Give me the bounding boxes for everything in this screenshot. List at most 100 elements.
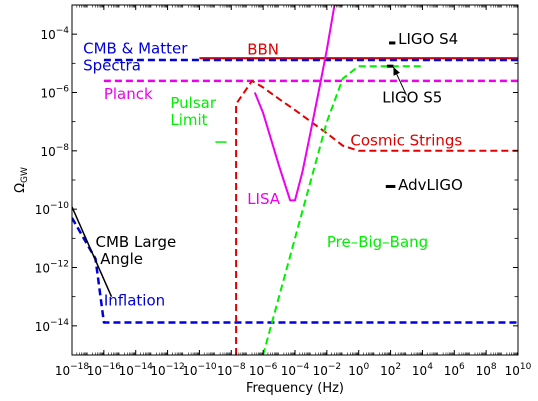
x-tick-label-exponent: 8 (491, 362, 497, 372)
y-tick-label: 10−12 (35, 260, 69, 276)
x-tick-label-base: 10 (217, 364, 232, 378)
annotation-pulsar-limit-line: Pulsar (170, 94, 216, 112)
x-tick-label-base: 10 (505, 364, 520, 378)
x-tick-label-base: 10 (55, 364, 70, 378)
x-tick-label-exponent: −18 (70, 362, 89, 372)
x-tick-label: 104 (412, 362, 433, 378)
series-pre-big-bang-line (262, 65, 423, 355)
x-tick-label-base: 10 (380, 364, 395, 378)
x-tick-label: 10−4 (281, 362, 310, 378)
x-tick-label-exponent: −8 (232, 362, 246, 372)
x-tick-label: 10−18 (55, 362, 90, 378)
x-tick-label-exponent: 6 (459, 362, 465, 372)
x-tick-label-base: 10 (348, 364, 363, 378)
x-tick-label-exponent: −2 (328, 362, 341, 372)
x-tick-label-base: 10 (119, 364, 134, 378)
y-tick-label: 10−14 (35, 318, 70, 334)
annotation-ligo-s5: LIGO S5 (382, 89, 442, 107)
x-tick-label: 10−10 (182, 362, 217, 378)
x-tick-label: 108 (476, 362, 497, 378)
x-tick-label-base: 10 (281, 364, 296, 378)
segment-layer (215, 41, 396, 188)
x-tick-label-exponent: −6 (264, 362, 278, 372)
x-tick-label-exponent: −14 (134, 362, 153, 372)
annotation-cosmic-strings: Cosmic Strings (350, 132, 462, 150)
annotation-cmb-large-angle-line: Angle (96, 250, 143, 268)
series-cmb-large-angle-line (72, 206, 113, 298)
y-tick-label-exponent: −6 (56, 85, 70, 95)
x-tick-label: 10−8 (217, 362, 246, 378)
y-axis-label: ΩGW (13, 167, 30, 193)
annotation-lisa-line: LISA (247, 190, 281, 208)
x-tick-label-base: 10 (444, 364, 459, 378)
x-tick-label-exponent: 2 (395, 362, 401, 372)
annotation-cmb-large-angle: CMB Large Angle (96, 233, 177, 268)
y-tick-label: 10−10 (35, 201, 70, 217)
annotation-pre-big-bang-line: Pre–Big–Bang (327, 233, 428, 251)
series-cosmic-strings-line (235, 79, 518, 355)
x-tick-label-base: 10 (150, 364, 165, 378)
x-tick-label: 106 (444, 362, 465, 378)
x-tick-label: 10−6 (249, 362, 278, 378)
arrow-ligo-s5-head (393, 66, 400, 76)
x-tick-label-base: 10 (476, 364, 491, 378)
x-axis-label: Frequency (Hz) (246, 381, 344, 396)
x-tick-label: 102 (380, 362, 401, 378)
x-tick-label-exponent: −16 (102, 362, 121, 372)
x-tick-label-base: 10 (182, 364, 197, 378)
series-layer (72, 5, 518, 355)
y-tick-label-exponent: −14 (50, 318, 69, 328)
series-lisa-line (253, 5, 343, 202)
x-tick-label-exponent: 4 (427, 362, 433, 372)
annotation-planck-line: Planck (104, 85, 153, 103)
annotation-bbn: BBN (247, 41, 279, 59)
annotation-cosmic-strings-line: Cosmic Strings (350, 132, 462, 150)
annotation-inflation: Inflation (104, 291, 165, 309)
x-tick-label: 1010 (505, 362, 532, 378)
y-axis-label-group: ΩGW (13, 167, 30, 193)
annotation-layer: CMB & Matter Spectra BBN Planck LIGO S4 LIGO … (83, 30, 463, 309)
y-tick-label-base: 10 (35, 262, 50, 276)
y-tick-label-exponent: −4 (56, 26, 70, 36)
x-tick-label: 10−16 (87, 362, 122, 378)
x-tick-label-base: 10 (87, 364, 102, 378)
annotation-cmb-matter: CMB & Matter Spectra (83, 39, 188, 74)
annotation-inflation-line: Inflation (104, 291, 165, 309)
annotation-ligo-s5-line: LIGO S5 (382, 89, 442, 107)
y-tick-label-exponent: −10 (50, 201, 69, 211)
annotation-adv-ligo: AdvLIGO (398, 176, 463, 194)
y-axis-label-main: Ω (13, 183, 28, 193)
annotation-lisa: LISA (247, 190, 281, 208)
annotation-pulsar-limit: Pulsar Limit (170, 94, 216, 129)
annotation-pulsar-limit-line: Limit (170, 111, 207, 129)
x-tick-label-exponent: −4 (296, 362, 310, 372)
annotation-cmb-matter-line: CMB & Matter (83, 39, 188, 57)
x-tick-label-base: 10 (313, 364, 328, 378)
x-tick-label-exponent: 0 (363, 362, 369, 372)
x-tick-label: 10−12 (150, 362, 184, 378)
annotation-pre-big-bang: Pre–Big–Bang (327, 233, 428, 251)
y-tick-label: 10−4 (40, 26, 69, 42)
y-tick-label-exponent: −12 (50, 260, 69, 270)
annotation-cmb-matter-line: Spectra (83, 56, 141, 74)
y-tick-label-base: 10 (40, 87, 55, 101)
annotation-ligo-s4-line: LIGO S4 (398, 30, 458, 48)
series-inflation-line (72, 217, 518, 324)
annotation-ligo-s4: LIGO S4 (398, 30, 458, 48)
y-tick-label: 10−8 (40, 143, 69, 159)
x-tick-label-base: 10 (412, 364, 427, 378)
y-axis-label-subscript: GW (20, 167, 30, 183)
x-tick-label-exponent: −10 (198, 362, 217, 372)
x-tick-label: 100 (348, 362, 369, 378)
y-tick-label-base: 10 (35, 320, 50, 334)
x-tick-label-base: 10 (249, 364, 264, 378)
x-tick-label: 10−2 (313, 362, 342, 378)
annotation-cmb-large-angle-line: CMB Large (96, 233, 177, 251)
y-tick-label: 10−6 (40, 85, 69, 101)
y-tick-label-base: 10 (40, 145, 55, 159)
x-tick-label: 10−14 (119, 362, 154, 378)
y-tick-label-base: 10 (35, 203, 50, 217)
y-tick-label-exponent: −8 (56, 143, 70, 153)
